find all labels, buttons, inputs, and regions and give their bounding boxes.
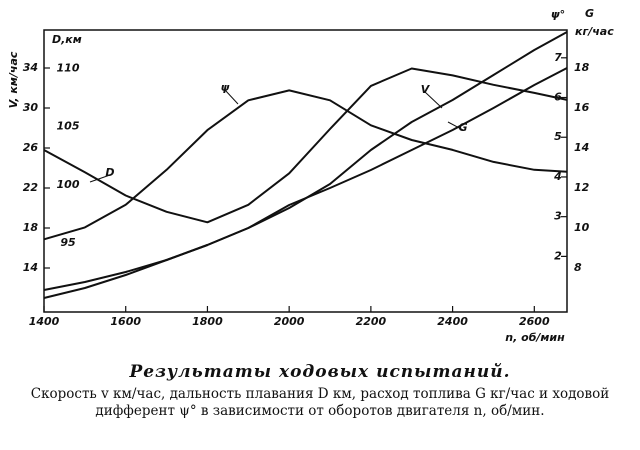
- series-label-pointer: [447, 121, 464, 131]
- y-tick-label: 22: [23, 181, 39, 194]
- series-label: V: [421, 83, 431, 96]
- y-tick-label: 14: [23, 261, 38, 274]
- y-tick-label: 34: [23, 61, 38, 74]
- series-label-pointer: [224, 89, 239, 105]
- y-tick-label: 8: [574, 261, 582, 274]
- y-tick-label: 18: [574, 61, 590, 74]
- y-tick-label: 100: [57, 178, 80, 191]
- series-label: D: [105, 166, 114, 179]
- series-label: ψ: [221, 81, 230, 94]
- y-tick-label: 12: [574, 181, 590, 194]
- y-tick-label: 26: [23, 141, 39, 154]
- y-tick-label: 14: [574, 141, 589, 154]
- y-tick-label: 3: [554, 210, 562, 223]
- series-label-pointer: [89, 174, 111, 183]
- y-tick-label: 10: [574, 221, 590, 234]
- x-tick-label: 2000: [274, 315, 305, 328]
- x-tick-label: 1400: [29, 315, 60, 328]
- series-line: [43, 67, 568, 299]
- x-tick-label: 2200: [356, 315, 387, 328]
- caption-title: Результаты ходовых испытаний.: [129, 362, 511, 382]
- x-tick-label: 2400: [437, 315, 468, 328]
- x-tick-label: 1800: [192, 315, 223, 328]
- y-tick-label: 2: [554, 249, 562, 262]
- y-tick-label: 105: [57, 120, 80, 133]
- y-axis-title: D,км: [52, 33, 82, 46]
- y-tick-label: 95: [60, 236, 76, 249]
- y-axis-title: V, км/час: [7, 51, 20, 108]
- series-label-pointer: [424, 91, 443, 109]
- y-axis-unit: кг/час: [575, 25, 614, 38]
- series-line: [43, 89, 568, 241]
- y-axis-title: ψ°: [551, 8, 565, 21]
- y-tick-label: 7: [554, 51, 562, 64]
- x-tick-label: 2600: [519, 315, 550, 328]
- series-label: G: [458, 121, 467, 134]
- y-tick-label: 30: [23, 101, 39, 114]
- y-tick-label: 18: [23, 221, 39, 234]
- chart: n, об/мин 1400 1600 1800 2000 2200 2400 2600 14…: [7, 7, 614, 344]
- x-axis-label: n, об/мин: [505, 331, 565, 344]
- caption: Скорость v км/час, дальность плавания D …: [30, 386, 610, 419]
- y-tick-label: 16: [574, 101, 590, 114]
- x-tick-label: 1600: [110, 315, 141, 328]
- y-tick-label: 110: [57, 61, 80, 74]
- y-axis-title: G: [585, 7, 594, 20]
- plot-frame: [43, 29, 568, 313]
- y-tick-label: 5: [554, 130, 562, 143]
- y-tick-label: 4: [553, 170, 562, 183]
